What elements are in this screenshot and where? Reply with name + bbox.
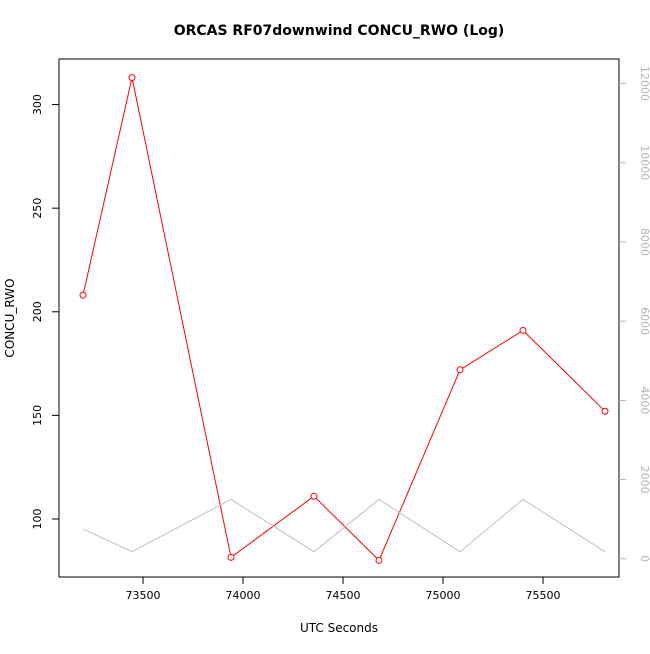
series-1-point — [128, 74, 136, 82]
x-tick-label: 75500 — [526, 589, 561, 602]
series-1-line — [82, 77, 606, 562]
x-axis-label: UTC Seconds — [300, 621, 378, 635]
y2-tick-label: 4000 — [638, 386, 650, 414]
chart-title: ORCAS RF07downwind CONCU_RWO (Log) — [174, 23, 505, 39]
y-tick-label: 100 — [31, 508, 44, 529]
y2-tick-label: 0 — [638, 555, 650, 562]
y-axis: 100 150 200 250 300 — [31, 94, 59, 529]
x-tick-label: 75000 — [426, 589, 461, 602]
series-1-point — [227, 553, 235, 561]
series-layer — [79, 74, 609, 564]
plot-frame — [58, 58, 620, 578]
series-1-point — [375, 556, 383, 564]
y2-tick-label: 8000 — [638, 228, 650, 256]
series-1-point — [601, 407, 609, 415]
y2-tick-label: 6000 — [638, 307, 650, 335]
y-tick-label: 200 — [31, 301, 44, 322]
series-1-point — [310, 492, 318, 500]
x-axis: 73500 74000 74500 75000 75500 — [126, 577, 561, 602]
series-1-point — [519, 326, 527, 334]
y2-tick-label: 10000 — [638, 145, 650, 180]
series-2-line — [82, 498, 606, 553]
y2-tick-label: 2000 — [638, 466, 650, 494]
y-tick-label: 150 — [31, 405, 44, 426]
y-tick-label: 250 — [31, 198, 44, 219]
y-tick-label: 300 — [31, 94, 44, 115]
series-1-point — [456, 366, 464, 374]
series-1-point — [79, 291, 87, 299]
y-axis-label: CONCU_RWO — [3, 278, 17, 357]
y2-tick-label: 12000 — [638, 66, 650, 101]
y2-axis: 0 2000 4000 6000 8000 10000 12000 — [619, 66, 650, 562]
x-tick-label: 74500 — [326, 589, 361, 602]
x-tick-label: 73500 — [126, 589, 161, 602]
x-tick-label: 74000 — [226, 589, 261, 602]
